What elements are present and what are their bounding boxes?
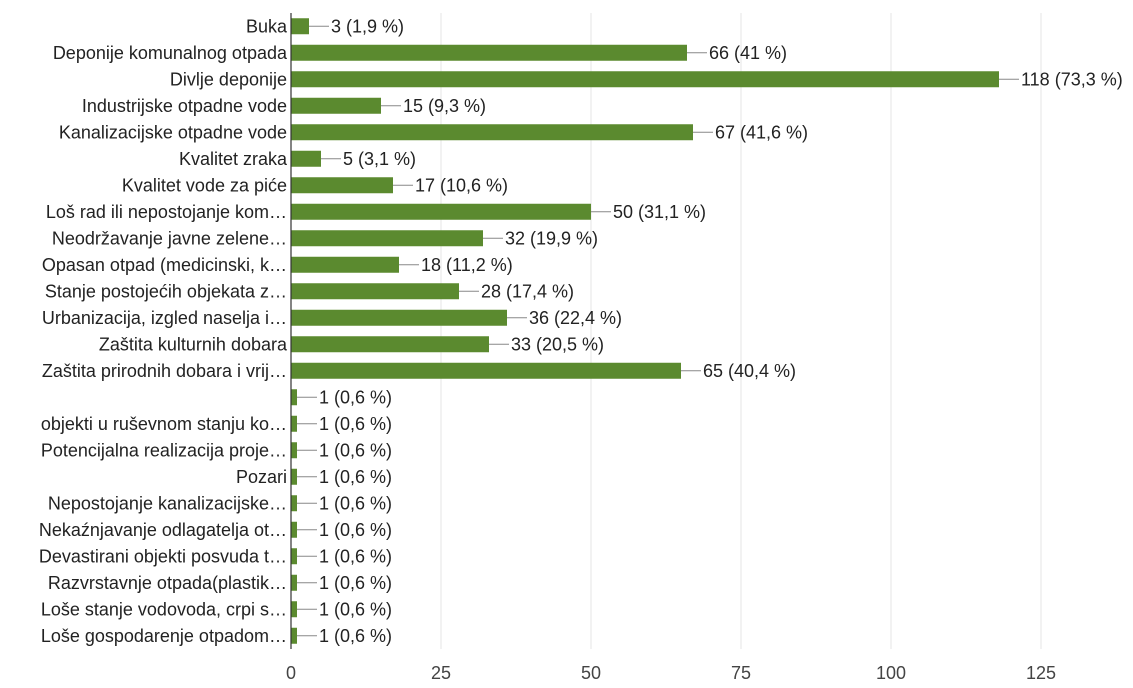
bar <box>291 71 999 88</box>
category-label: Loše stanje vodovoda, crpi s… <box>41 599 287 619</box>
category-label: Kvalitet zraka <box>179 149 288 169</box>
bar <box>291 574 297 591</box>
category-label: Urbanizacija, izgled naselja i… <box>42 308 287 328</box>
category-label: Razvrstavnje otpada(plastik… <box>48 573 287 593</box>
data-label: 3 (1,9 %) <box>331 16 404 36</box>
category-label: Potencijalna realizacija proje… <box>41 440 287 460</box>
bar <box>291 230 483 247</box>
bar <box>291 521 297 538</box>
label-layer: Buka 3 (1,9 %) Deponije komunalnog otpada 6… <box>39 16 1123 646</box>
bar <box>291 203 591 220</box>
data-label: 1 (0,6 %) <box>319 467 392 487</box>
data-label: 28 (17,4 %) <box>481 281 574 301</box>
category-label: Industrijske otpadne vode <box>82 96 287 116</box>
category-label: Zaštita kulturnih dobara <box>99 334 288 354</box>
bar <box>291 336 489 353</box>
bar <box>291 442 297 459</box>
data-label: 17 (10,6 %) <box>415 175 508 195</box>
data-label: 1 (0,6 %) <box>319 599 392 619</box>
category-label: Zaštita prirodnih dobara i vrij… <box>42 361 287 381</box>
category-label: Loš rad ili nepostojanje kom… <box>46 202 287 222</box>
data-label: 1 (0,6 %) <box>319 387 392 407</box>
data-label: 67 (41,6 %) <box>715 122 808 142</box>
x-tick-label: 0 <box>286 663 296 683</box>
bar <box>291 177 393 194</box>
bar <box>291 415 297 432</box>
category-label: Divlje deponije <box>170 69 287 89</box>
data-label: 5 (3,1 %) <box>343 149 416 169</box>
data-label: 15 (9,3 %) <box>403 96 486 116</box>
data-label: 1 (0,6 %) <box>319 626 392 646</box>
x-tick-label: 25 <box>431 663 451 683</box>
bar-layer <box>291 18 999 644</box>
category-label: Kvalitet vode za piće <box>122 175 287 195</box>
tick-layer: 0 25 50 75 100 125 <box>286 663 1056 683</box>
bar <box>291 283 459 300</box>
category-label: Nepostojanje kanalizacijske… <box>48 493 287 513</box>
data-label: 1 (0,6 %) <box>319 573 392 593</box>
bar <box>291 150 321 167</box>
category-label: Neodržavanje javne zelene… <box>52 228 287 248</box>
data-label: 1 (0,6 %) <box>319 520 392 540</box>
bar <box>291 124 693 141</box>
bar <box>291 601 297 618</box>
category-label: objekti u ruševnom stanju ko… <box>41 414 287 434</box>
category-label: Pozari <box>236 467 287 487</box>
data-label: 118 (73,3 %) <box>1021 69 1123 89</box>
leader-layer <box>297 25 1019 637</box>
category-label: Deponije komunalnog otpada <box>53 43 288 63</box>
data-label: 18 (11,2 %) <box>421 255 513 275</box>
bar <box>291 627 297 644</box>
bar <box>291 468 297 485</box>
data-label: 36 (22,4 %) <box>529 308 622 328</box>
category-label: Kanalizacijske otpadne vode <box>59 122 287 142</box>
x-tick-label: 75 <box>731 663 751 683</box>
category-label: Buka <box>246 16 288 36</box>
data-label: 1 (0,6 %) <box>319 414 392 434</box>
category-label: Devastirani objekti posvuda t… <box>39 546 287 566</box>
bar <box>291 97 381 114</box>
bar <box>291 256 399 273</box>
data-label: 32 (19,9 %) <box>505 228 598 248</box>
bar <box>291 495 297 512</box>
data-label: 66 (41 %) <box>709 43 787 63</box>
bar <box>291 309 507 326</box>
category-label: Stanje postojećih objekata z… <box>45 281 287 301</box>
data-label: 1 (0,6 %) <box>319 440 392 460</box>
bar <box>291 362 681 379</box>
bar <box>291 18 309 35</box>
data-label: 50 (31,1 %) <box>613 202 706 222</box>
data-label: 65 (40,4 %) <box>703 361 796 381</box>
x-tick-label: 50 <box>581 663 601 683</box>
category-label: Loše gospodarenje otpadom… <box>41 626 287 646</box>
x-tick-label: 125 <box>1026 663 1056 683</box>
category-label: Nekaźnjavanje odlagatelja ot… <box>39 520 287 540</box>
bar <box>291 548 297 565</box>
grid-layer <box>440 13 1042 649</box>
data-label: 33 (20,5 %) <box>511 334 604 354</box>
bar <box>291 44 687 61</box>
x-tick-label: 100 <box>876 663 906 683</box>
data-label: 1 (0,6 %) <box>319 546 392 566</box>
category-label: Opasan otpad (medicinski, k… <box>42 255 287 275</box>
data-label: 1 (0,6 %) <box>319 493 392 513</box>
bar <box>291 389 297 406</box>
